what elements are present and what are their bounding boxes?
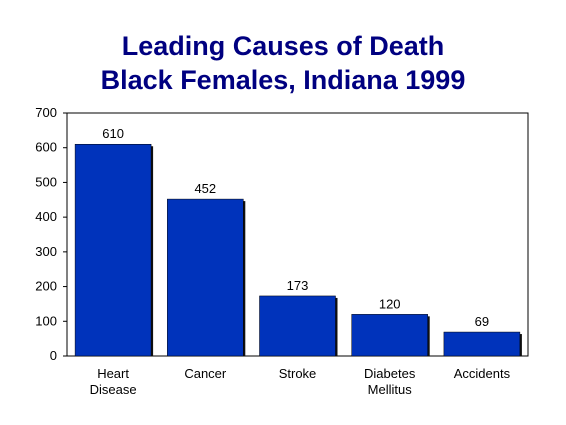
data-label: 173 — [287, 278, 309, 293]
bars — [74, 143, 522, 357]
x-category-label: Cancer — [184, 366, 227, 381]
y-tick-label: 700 — [35, 105, 57, 120]
y-tick-label: 300 — [35, 244, 57, 259]
data-label: 120 — [379, 296, 401, 311]
y-tick-label: 200 — [35, 279, 57, 294]
x-category-label: Stroke — [279, 366, 317, 381]
chart-title-line-1: Leading Causes of Death — [121, 31, 445, 61]
bar — [351, 314, 428, 357]
y-tick-label: 500 — [35, 174, 57, 189]
y-tick-label: 400 — [35, 209, 57, 224]
x-category-label: Heart Disease — [90, 366, 137, 397]
y-tick-label: 0 — [50, 348, 57, 363]
chart-title-line-2: Black Females, Indiana 1999 — [100, 65, 466, 95]
bar — [259, 295, 336, 357]
bar — [167, 198, 244, 357]
bar — [443, 331, 521, 357]
x-axis: Heart Disease Cancer Stroke Diabetes Mellitus… — [90, 366, 511, 397]
x-category-label: Diabetes Mellitus — [364, 366, 416, 397]
y-axis: 0 100 200 300 400 500 600 700 — [35, 105, 67, 363]
data-label: 452 — [194, 181, 216, 196]
x-category-label: Accidents — [454, 366, 511, 381]
data-label: 69 — [475, 314, 489, 329]
bar — [74, 143, 152, 357]
y-tick-label: 600 — [35, 140, 57, 155]
y-tick-label: 100 — [35, 313, 57, 328]
data-label: 610 — [102, 126, 124, 141]
data-labels: 610 452 173 120 69 — [102, 126, 489, 329]
